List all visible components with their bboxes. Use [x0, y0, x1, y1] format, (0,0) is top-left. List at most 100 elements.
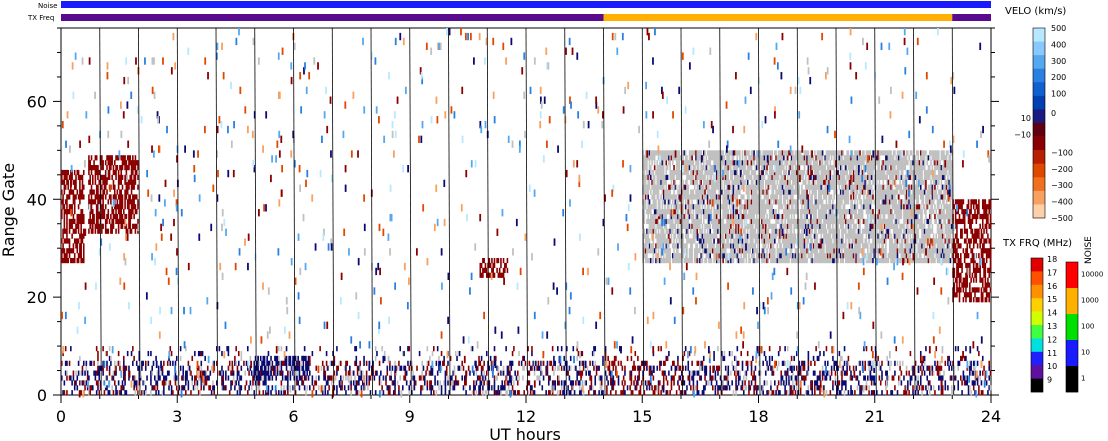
data-cell	[655, 189, 657, 195]
data-cell	[691, 179, 693, 185]
data-cell	[944, 184, 947, 190]
data-cell	[733, 253, 736, 259]
txfreq-segment	[603, 14, 953, 21]
data-cell	[949, 194, 952, 200]
data-cell	[808, 228, 811, 234]
data-cell	[807, 218, 810, 225]
data-cell	[898, 248, 900, 254]
data-cell	[713, 253, 715, 259]
data-cell	[713, 243, 715, 249]
data-cell	[731, 179, 733, 185]
data-cell	[779, 199, 781, 205]
data-cell	[717, 199, 719, 205]
data-cell	[106, 155, 108, 161]
data-cell	[706, 189, 709, 195]
data-cell	[90, 204, 93, 210]
data-cell	[792, 204, 794, 210]
data-cell	[802, 174, 805, 180]
data-cell	[910, 213, 913, 220]
data-cell	[657, 248, 660, 254]
data-cell	[692, 194, 695, 200]
data-cell	[807, 184, 810, 190]
data-cell	[651, 169, 653, 176]
data-cell	[824, 228, 826, 234]
data-cell	[918, 238, 921, 244]
data-cell	[730, 174, 732, 180]
data-cell	[644, 238, 647, 244]
data-cell	[852, 204, 855, 210]
data-cell	[713, 179, 715, 185]
data-cell	[670, 238, 673, 244]
data-cell	[754, 257, 757, 264]
data-cell	[925, 194, 927, 200]
data-cell	[854, 257, 856, 264]
data-cell	[895, 243, 898, 249]
data-cell	[934, 155, 936, 161]
data-cell	[666, 243, 669, 249]
data-cell	[899, 179, 901, 185]
data-cell	[746, 199, 749, 205]
data-cell	[945, 257, 948, 264]
data-cell	[779, 233, 781, 239]
data-cell	[753, 184, 755, 190]
data-cell	[66, 213, 68, 220]
data-cell	[859, 174, 861, 180]
data-cell	[832, 165, 834, 171]
data-cell	[71, 174, 73, 180]
data-cell	[814, 194, 816, 200]
data-cell	[721, 189, 723, 195]
data-cell	[771, 155, 774, 161]
data-cell	[132, 204, 134, 210]
data-cell	[675, 213, 678, 220]
data-cell	[740, 179, 743, 185]
data-cell	[63, 228, 66, 234]
data-cell	[130, 179, 133, 185]
data-cell	[763, 160, 766, 166]
data-cell	[838, 243, 841, 249]
data-cell	[881, 233, 883, 239]
data-cell	[770, 160, 772, 166]
data-cell	[785, 150, 788, 156]
data-cell	[843, 179, 846, 185]
data-cell	[117, 209, 120, 215]
data-cell	[812, 223, 815, 229]
data-cell	[692, 218, 695, 225]
data-cell	[743, 248, 745, 254]
data-cell	[766, 248, 768, 254]
data-cell	[864, 199, 867, 205]
data-cell	[774, 248, 776, 254]
data-cell	[779, 257, 781, 264]
data-cell	[134, 209, 137, 215]
data-cell	[691, 174, 693, 180]
data-cell	[93, 199, 95, 205]
data-cell	[657, 223, 660, 229]
data-cell	[744, 228, 746, 234]
data-cell	[129, 179, 132, 185]
data-cell	[63, 253, 66, 259]
data-cell	[890, 213, 892, 220]
data-cell	[867, 209, 869, 215]
data-cell	[735, 174, 737, 180]
data-cell	[918, 248, 921, 254]
data-cell	[826, 233, 829, 239]
data-cell	[66, 174, 68, 180]
data-cell	[932, 150, 935, 156]
data-cell	[766, 238, 768, 244]
data-cell	[948, 248, 950, 254]
data-cell	[695, 248, 697, 254]
data-cell	[714, 209, 717, 215]
data-cell	[661, 228, 664, 234]
data-cell	[845, 238, 847, 244]
data-cell	[743, 243, 745, 249]
data-cell	[662, 233, 665, 239]
data-cell	[885, 199, 887, 205]
data-cell	[723, 223, 726, 229]
data-cell	[856, 233, 859, 239]
data-cell	[82, 194, 85, 200]
data-cell	[823, 165, 825, 171]
data-cell	[132, 223, 134, 229]
data-cell	[839, 243, 842, 249]
data-cell	[828, 253, 830, 259]
data-cell	[847, 174, 850, 180]
